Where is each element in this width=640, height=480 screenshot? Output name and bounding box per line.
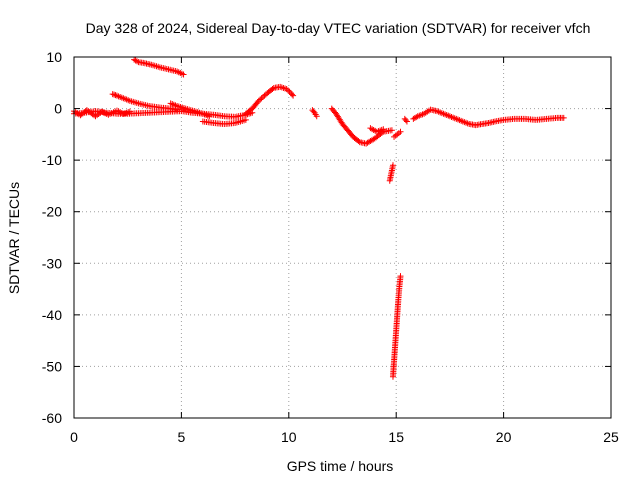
x-tick-label: 15 (388, 429, 404, 445)
x-tick-label: 5 (178, 429, 186, 445)
x-tick-label: 10 (281, 429, 297, 445)
data-point (283, 85, 290, 92)
x-tick-label: 25 (603, 429, 619, 445)
data-point (286, 88, 293, 95)
data-point (258, 95, 265, 102)
data-point (260, 93, 267, 100)
data-point (389, 162, 396, 169)
data-point (388, 127, 395, 134)
data-point (397, 128, 404, 135)
y-tick-label: -60 (42, 410, 62, 426)
data-point (403, 118, 410, 125)
data-point (380, 126, 387, 133)
y-tick-label: -30 (42, 255, 62, 271)
data-point (112, 92, 119, 99)
y-tick-label: -20 (42, 204, 62, 220)
data-point (255, 97, 262, 104)
data-point (242, 116, 249, 123)
y-tick-label: 0 (54, 101, 62, 117)
data-point (261, 92, 268, 99)
data-point (109, 91, 116, 98)
data-point (290, 92, 297, 99)
data-point (126, 108, 133, 115)
y-tick-label: -50 (42, 358, 62, 374)
data-point (134, 58, 141, 65)
data-point (111, 91, 118, 98)
y-tick-label: -10 (42, 152, 62, 168)
x-tick-label: 20 (496, 429, 512, 445)
x-tick-label: 0 (70, 429, 78, 445)
data-point (413, 114, 420, 121)
data-point (310, 108, 317, 115)
data-point (254, 99, 261, 106)
data-point (289, 91, 296, 98)
plot-border (73, 56, 612, 419)
data-point (560, 114, 567, 121)
data-point (397, 273, 404, 280)
x-axis-label: GPS time / hours (287, 458, 394, 474)
data-point (285, 87, 292, 94)
data-point (313, 113, 320, 120)
data-point (269, 85, 276, 92)
data-points (71, 56, 567, 380)
data-point (180, 71, 187, 78)
data-point (402, 117, 409, 124)
chart-title: Day 328 of 2024, Sidereal Day-to-day VTE… (86, 20, 591, 36)
data-point (257, 96, 264, 103)
y-axis-label: SDTVAR / TECUs (6, 182, 22, 294)
data-point (355, 138, 362, 145)
y-tick-label: -40 (42, 307, 62, 323)
data-point (206, 113, 213, 120)
y-tick-label: 10 (46, 49, 62, 65)
